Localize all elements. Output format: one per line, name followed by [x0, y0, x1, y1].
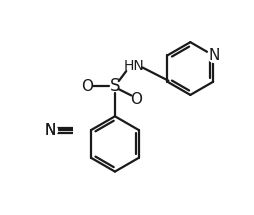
Text: N: N: [208, 48, 219, 63]
Text: N: N: [44, 123, 56, 138]
Text: N: N: [44, 123, 56, 138]
Text: S: S: [109, 77, 120, 95]
Text: O: O: [130, 92, 142, 108]
Text: N: N: [208, 48, 219, 63]
Text: HN: HN: [123, 58, 144, 72]
Text: O: O: [81, 79, 93, 94]
